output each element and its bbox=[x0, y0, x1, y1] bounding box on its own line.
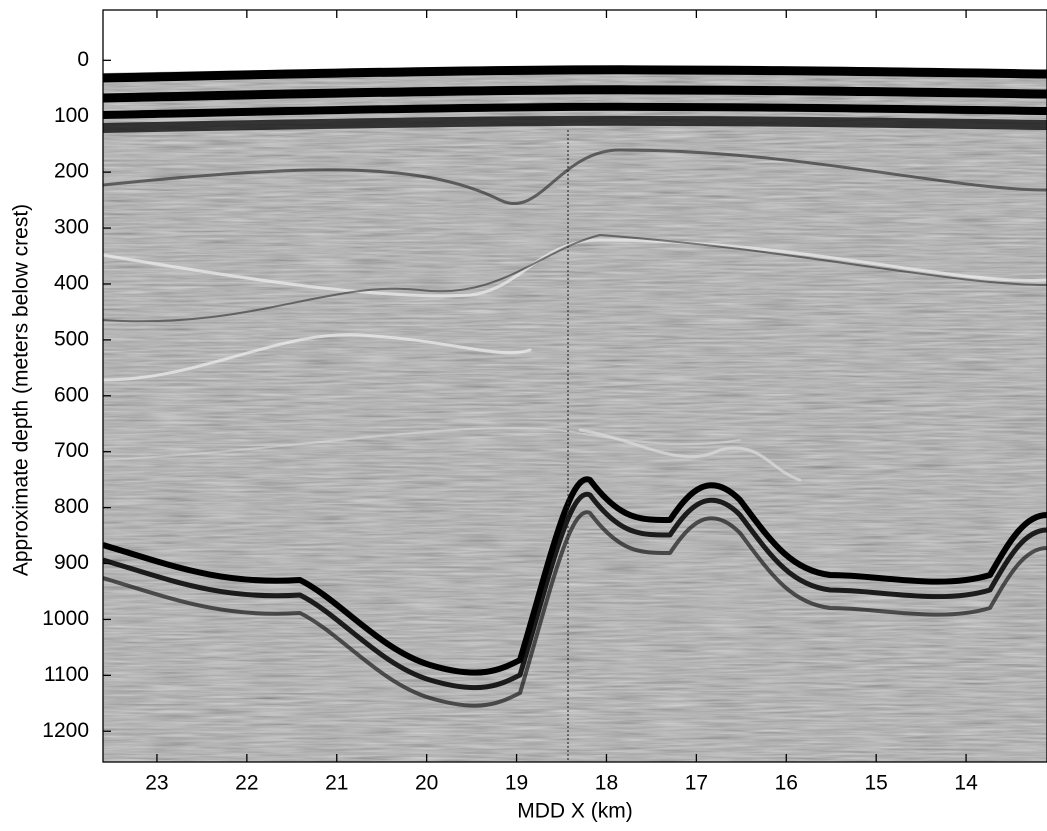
x-tick-label: 14 bbox=[954, 772, 978, 795]
y-tick-label: 1200 bbox=[42, 719, 89, 742]
y-tick-label: 400 bbox=[54, 272, 89, 295]
x-tick-label: 21 bbox=[325, 772, 348, 795]
y-tick-label: 500 bbox=[54, 327, 89, 350]
x-tick-label: 18 bbox=[595, 772, 618, 795]
y-tick-label: 1000 bbox=[42, 607, 89, 630]
x-tick-label: 15 bbox=[865, 772, 888, 795]
y-tick-label: 0 bbox=[77, 48, 89, 71]
x-axis-label: MDD X (km) bbox=[517, 800, 632, 823]
x-tick-label: 22 bbox=[235, 772, 258, 795]
y-tick-label: 700 bbox=[54, 439, 89, 462]
x-tick-label: 19 bbox=[505, 772, 528, 795]
y-tick-label: 800 bbox=[54, 495, 89, 518]
y-tick-label: 100 bbox=[54, 104, 89, 127]
y-tick-label: 900 bbox=[54, 551, 89, 574]
y-axis-label: Approximate depth (meters below crest) bbox=[10, 204, 33, 576]
radargram-image bbox=[103, 10, 1047, 762]
x-tick-label: 16 bbox=[775, 772, 798, 795]
x-tick-label: 23 bbox=[145, 772, 168, 795]
y-tick-label: 300 bbox=[54, 216, 89, 239]
y-tick-label: 1100 bbox=[44, 663, 89, 686]
plot-frame bbox=[102, 9, 1047, 763]
y-tick-label: 200 bbox=[54, 160, 89, 183]
x-tick-label: 17 bbox=[685, 772, 708, 795]
y-tick-label: 600 bbox=[54, 383, 89, 406]
x-tick-label: 20 bbox=[415, 772, 438, 795]
